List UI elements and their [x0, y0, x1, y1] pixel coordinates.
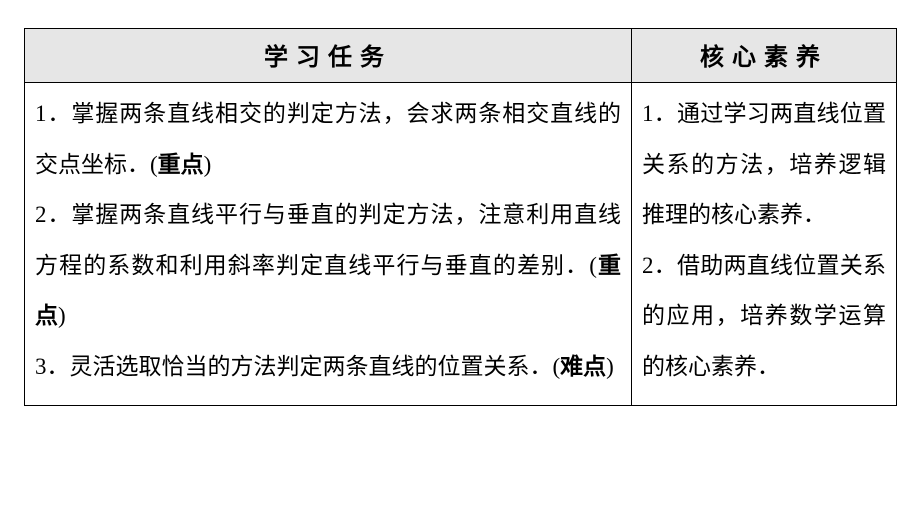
task-3-bold: 难点	[560, 354, 606, 379]
task-1-bold: 重点	[158, 152, 204, 177]
task-2-pre: 2．掌握两条直线平行与垂直的判定方法，注意利用直线方程的系数和利用斜率判定直线平…	[35, 202, 621, 278]
literacy-1: 1．通过学习两直线位置关系的方法，培养逻辑推理的核心素养．	[642, 101, 886, 227]
header-right: 核心素养	[632, 29, 897, 83]
task-3-pre: 3．灵活选取恰当的方法判定两条直线的位置关系．(	[35, 354, 560, 379]
header-left: 学习任务	[25, 29, 632, 83]
cell-learning-tasks: 1．掌握两条直线相交的判定方法，会求两条相交直线的交点坐标．(重点) 2．掌握两…	[25, 83, 632, 406]
task-1-pre: 1．掌握两条直线相交的判定方法，会求两条相交直线的交点坐标．(	[35, 101, 621, 177]
literacy-2: 2．借助两直线位置关系的应用，培养数学运算的核心素养．	[642, 253, 886, 379]
task-3-post: )	[606, 354, 614, 379]
body-row: 1．掌握两条直线相交的判定方法，会求两条相交直线的交点坐标．(重点) 2．掌握两…	[25, 83, 897, 406]
task-2-post: )	[58, 303, 66, 328]
header-row: 学习任务 核心素养	[25, 29, 897, 83]
task-1-post: )	[204, 152, 212, 177]
cell-core-literacy: 1．通过学习两直线位置关系的方法，培养逻辑推理的核心素养． 2．借助两直线位置关…	[632, 83, 897, 406]
learning-table: 学习任务 核心素养 1．掌握两条直线相交的判定方法，会求两条相交直线的交点坐标．…	[24, 28, 897, 406]
page-container: 学习任务 核心素养 1．掌握两条直线相交的判定方法，会求两条相交直线的交点坐标．…	[0, 0, 920, 434]
